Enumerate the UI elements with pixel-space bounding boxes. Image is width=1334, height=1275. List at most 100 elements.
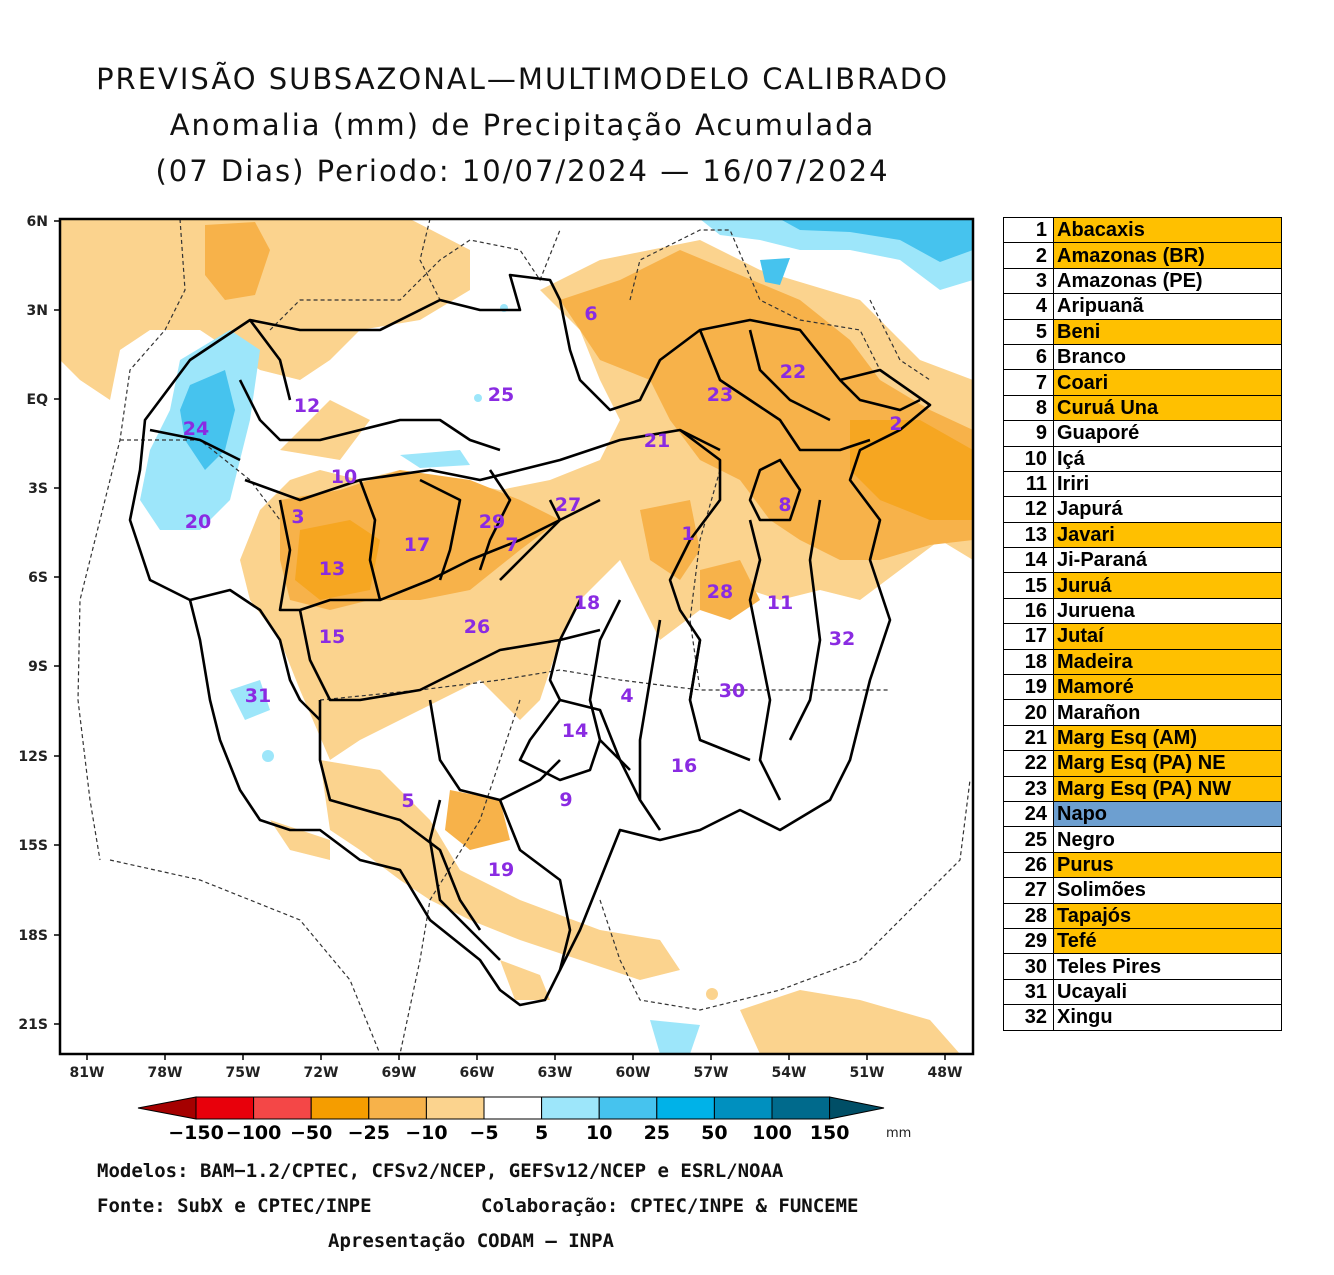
basin-label-13: 13 <box>319 558 345 580</box>
colorbar-label: −10 <box>405 1122 447 1144</box>
legend-basin-name: Aripuanã <box>1053 293 1282 320</box>
basin-label-27: 27 <box>555 494 581 516</box>
colorbar-right-arrow <box>829 1096 885 1120</box>
legend-row: 26 Purus <box>1003 851 1282 879</box>
legend-basin-name: Içá <box>1053 445 1282 472</box>
legend-basin-number: 9 <box>1003 420 1054 447</box>
basin-label-4: 4 <box>620 685 633 707</box>
legend-basin-name: Guaporé <box>1053 420 1282 447</box>
colorbar-left-arrow <box>137 1096 197 1120</box>
country-borders <box>77 219 971 1054</box>
basin-label-16: 16 <box>671 755 697 777</box>
legend-row: 16 Juruena <box>1003 597 1282 625</box>
legend-basin-name: Mamoré <box>1053 674 1282 701</box>
legend-basin-number: 3 <box>1003 267 1054 295</box>
colorbar-unit: mm <box>886 1126 911 1141</box>
colorbar-label: −150 <box>168 1122 224 1144</box>
legend-row: 14 Ji-Paraná <box>1003 547 1282 574</box>
basin-label-29: 29 <box>479 511 505 533</box>
legend-basin-number: 17 <box>1003 623 1054 650</box>
legend-basin-name: Napo <box>1053 800 1282 828</box>
legend-basin-number: 15 <box>1003 572 1054 599</box>
legend-basin-number: 29 <box>1003 927 1054 955</box>
legend-row: 12 Japurá <box>1003 496 1282 523</box>
legend-basin-name: Japurá <box>1053 496 1282 523</box>
legend-row: 20 Marañon <box>1003 699 1282 726</box>
basin-label-24: 24 <box>183 418 209 440</box>
basin-boundaries <box>128 273 932 1007</box>
legend-basin-number: 20 <box>1003 699 1054 726</box>
lon-label: 66W <box>460 1065 495 1081</box>
legend-row: 3 Amazonas (PE) <box>1003 267 1282 295</box>
lon-label: 81W <box>70 1065 105 1081</box>
legend-row: 31 Ucayali <box>1003 978 1282 1006</box>
legend-basin-number: 10 <box>1003 445 1054 472</box>
colorbar-label: 100 <box>752 1122 792 1144</box>
lon-label: 78W <box>148 1065 183 1081</box>
basin-label-5: 5 <box>401 790 414 812</box>
legend-row: 15 Juruá <box>1003 572 1282 599</box>
legend-basin-name: Abacaxis <box>1053 216 1282 244</box>
basin-label-3: 3 <box>291 506 304 528</box>
legend-basin-number: 14 <box>1003 547 1054 574</box>
legend-basin-name: Iriri <box>1053 470 1282 498</box>
legend-basin-name: Javari <box>1053 521 1282 549</box>
legend-basin-number: 31 <box>1003 978 1054 1006</box>
legend-row: 8 Curuá Una <box>1003 394 1282 422</box>
legend-basin-name: Madeira <box>1053 648 1282 676</box>
legend-basin-number: 8 <box>1003 394 1054 422</box>
footer-source: Fonte: SubX e CPTEC/INPE <box>97 1195 372 1217</box>
legend-basin-number: 24 <box>1003 800 1054 828</box>
basin-legend-table: 1 Abacaxis 2 Amazonas (BR) 3 Amazonas (PE) 4 Ar… <box>1003 216 1282 1031</box>
colorbar-label: 50 <box>701 1122 727 1144</box>
legend-row: 18 Madeira <box>1003 648 1282 676</box>
legend-basin-number: 26 <box>1003 851 1054 879</box>
legend-row: 28 Tapajós <box>1003 902 1282 929</box>
colorbar-label: −50 <box>290 1122 332 1144</box>
precipitation-anomaly-map: 6N 3N EQ 3S 6S 9S 12S 15S 18S 21S 81W 78… <box>18 214 975 1144</box>
colorbar-label: 5 <box>535 1122 548 1144</box>
colorbar: −150 −100 −50 −25 −10 −5 5 10 25 50 100 … <box>137 1096 911 1144</box>
basin-label-15: 15 <box>319 626 345 648</box>
legend-basin-number: 7 <box>1003 369 1054 396</box>
lon-label: 63W <box>538 1065 573 1081</box>
lat-label: 9S <box>28 659 48 675</box>
legend-row: 19 Mamoré <box>1003 674 1282 701</box>
legend-basin-number: 27 <box>1003 877 1054 904</box>
lat-label: 3N <box>27 303 48 319</box>
basin-label-9: 9 <box>559 789 572 811</box>
legend-basin-name: Marg Esq (PA) NE <box>1053 750 1282 777</box>
legend-basin-name: Beni <box>1053 318 1282 345</box>
lon-label: 60W <box>616 1065 651 1081</box>
legend-basin-number: 19 <box>1003 674 1054 701</box>
legend-basin-name: Solimões <box>1053 877 1282 904</box>
basin-label-22: 22 <box>780 361 806 383</box>
lon-label: 75W <box>226 1065 261 1081</box>
colorbar-swatch <box>771 1096 831 1120</box>
legend-row: 30 Teles Pires <box>1003 953 1282 980</box>
legend-basin-number: 23 <box>1003 775 1054 802</box>
footer-presentation: Apresentação CODAM — INPA <box>328 1230 614 1252</box>
colorbar-swatch <box>368 1096 427 1120</box>
legend-basin-number: 30 <box>1003 953 1054 980</box>
legend-basin-name: Branco <box>1053 343 1282 371</box>
lat-label: 18S <box>18 928 48 944</box>
basin-label-32: 32 <box>829 628 855 650</box>
colorbar-swatch <box>425 1096 485 1120</box>
colorbar-swatch <box>195 1096 255 1120</box>
latitude-labels: 6N 3N EQ 3S 6S 9S 12S 15S 18S 21S <box>18 214 48 1033</box>
legend-row: 21 Marg Esq (AM) <box>1003 724 1282 752</box>
basin-label-19: 19 <box>488 859 514 881</box>
footer-models: Modelos: BAM−1.2/CPTEC, CFSv2/NCEP, GEFS… <box>97 1160 784 1182</box>
legend-row: 32 Xingu <box>1003 1004 1282 1031</box>
legend-row: 9 Guaporé <box>1003 420 1282 447</box>
legend-row: 23 Marg Esq (PA) NW <box>1003 775 1282 802</box>
colorbar-swatch <box>483 1096 543 1120</box>
legend-basin-number: 11 <box>1003 470 1054 498</box>
basin-legend-body: 1 Abacaxis 2 Amazonas (BR) 3 Amazonas (PE) 4 Ar… <box>1003 216 1282 1031</box>
legend-basin-number: 4 <box>1003 293 1054 320</box>
lat-label: 3S <box>28 481 48 497</box>
lon-label: 72W <box>304 1065 339 1081</box>
legend-basin-name: Ucayali <box>1053 978 1282 1006</box>
legend-basin-name: Xingu <box>1053 1004 1282 1031</box>
